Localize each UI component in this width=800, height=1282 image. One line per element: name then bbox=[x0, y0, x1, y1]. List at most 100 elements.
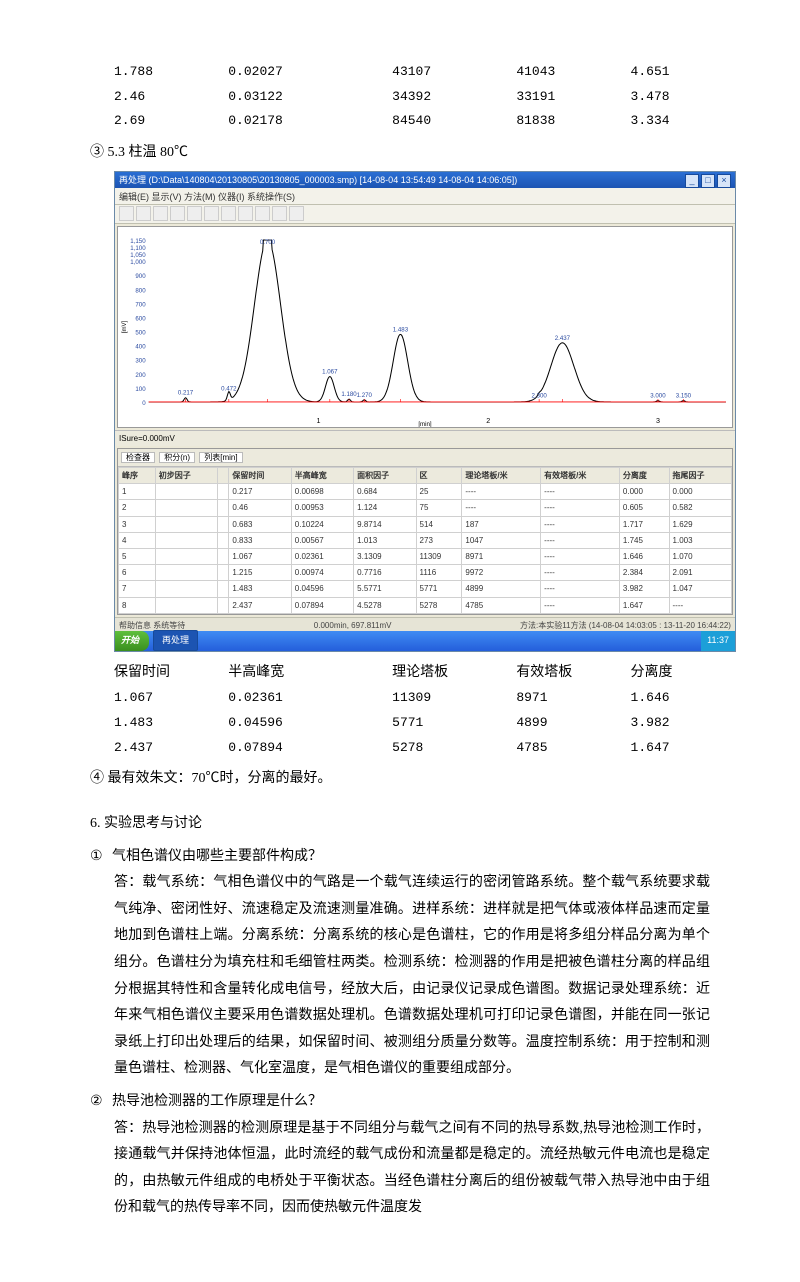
window-buttons[interactable]: _□× bbox=[683, 172, 731, 188]
question-2: ②热导池检测器的工作原理是什么？ bbox=[90, 1089, 710, 1116]
svg-text:200: 200 bbox=[135, 373, 146, 379]
answer-1: 答：载气系统：气相色谱仪中的气路是一个载气连续运行的密闭管路系统。整个载气系统要… bbox=[114, 870, 710, 1083]
taskbar[interactable]: 开始 再处理 11:37 bbox=[115, 631, 735, 651]
status-mid: 0.000min, 697.811mV bbox=[314, 618, 392, 631]
cell: 43107 bbox=[392, 60, 516, 85]
cell: 2.437 bbox=[114, 736, 228, 761]
svg-text:1.270: 1.270 bbox=[357, 393, 373, 399]
tool-icon[interactable] bbox=[272, 206, 287, 221]
cell: 1.647 bbox=[631, 736, 710, 761]
cell: 3.478 bbox=[631, 85, 710, 110]
start-button[interactable]: 开始 bbox=[115, 631, 149, 651]
cell: 1.067 bbox=[114, 686, 228, 711]
svg-text:900: 900 bbox=[135, 274, 146, 280]
tool-icon[interactable] bbox=[289, 206, 304, 221]
q-num: ① bbox=[90, 844, 112, 871]
q-num: ② bbox=[90, 1089, 112, 1116]
cell: 5771 bbox=[392, 711, 516, 736]
svg-text:1,100: 1,100 bbox=[130, 246, 146, 252]
tool-icon[interactable] bbox=[204, 206, 219, 221]
answer-2: 答：热导池检测器的检测原理是基于不同组分与载气之间有不同的热导系数,热导池检测工… bbox=[114, 1116, 710, 1222]
svg-text:2.437: 2.437 bbox=[555, 336, 571, 342]
svg-text:0.472: 0.472 bbox=[221, 386, 237, 392]
cell: 0.03122 bbox=[228, 85, 392, 110]
col-header: 有效塔板 bbox=[516, 660, 630, 687]
cell: 2.46 bbox=[114, 85, 228, 110]
status-left: 帮助信息 系统等待 bbox=[119, 618, 185, 631]
menubar[interactable]: 编辑(E) 显示(V) 方法(M) 仪器(I) 系统操作(S) bbox=[115, 188, 735, 205]
svg-text:700: 700 bbox=[135, 302, 146, 308]
cell: 11309 bbox=[392, 686, 516, 711]
col-header: 理论塔板 bbox=[392, 660, 516, 687]
svg-text:400: 400 bbox=[135, 344, 146, 350]
svg-text:1: 1 bbox=[316, 417, 320, 425]
svg-text:1.483: 1.483 bbox=[393, 327, 409, 333]
section-6-title: 6. 实验思考与讨论 bbox=[90, 811, 710, 838]
svg-text:1,050: 1,050 bbox=[130, 253, 146, 259]
cell: 1.646 bbox=[631, 686, 710, 711]
tool-icon[interactable] bbox=[255, 206, 270, 221]
tool-icon[interactable] bbox=[187, 206, 202, 221]
tool-icon[interactable] bbox=[221, 206, 236, 221]
data-table-2: 保留时间 半高峰宽 理论塔板 有效塔板 分离度 1.0670.023611130… bbox=[114, 660, 710, 761]
grid-tabs[interactable]: 检查器 积分(n) 列表[min] bbox=[118, 449, 732, 467]
col-header: 分离度 bbox=[631, 660, 710, 687]
min-icon[interactable]: _ bbox=[685, 174, 699, 188]
col-header: 半高峰宽 bbox=[228, 660, 392, 687]
tray-clock: 11:37 bbox=[701, 631, 735, 651]
cell: 34392 bbox=[392, 85, 516, 110]
cell: 4.651 bbox=[631, 60, 710, 85]
tool-icon[interactable] bbox=[119, 206, 134, 221]
cell: 84540 bbox=[392, 109, 516, 134]
cell: 3.334 bbox=[631, 109, 710, 134]
svg-text:300: 300 bbox=[135, 358, 146, 364]
svg-text:1,150: 1,150 bbox=[130, 239, 146, 245]
tool-icon[interactable] bbox=[170, 206, 185, 221]
svg-text:[mV]: [mV] bbox=[122, 320, 128, 333]
svg-text:3.000: 3.000 bbox=[650, 393, 666, 399]
svg-text:[min]: [min] bbox=[418, 422, 432, 427]
cell: 3.982 bbox=[631, 711, 710, 736]
question-1: ①气相色谱仪由哪些主要部件构成？ bbox=[90, 844, 710, 871]
cell: 0.02027 bbox=[228, 60, 392, 85]
cell: 4899 bbox=[516, 711, 630, 736]
col-header: 保留时间 bbox=[114, 660, 228, 687]
close-icon[interactable]: × bbox=[717, 174, 731, 188]
window-titlebar[interactable]: 再处理 (D:\Data\140804\20130805\20130805_00… bbox=[115, 172, 735, 188]
q-text: 气相色谱仪由哪些主要部件构成？ bbox=[112, 849, 322, 864]
svg-text:1.180: 1.180 bbox=[341, 392, 357, 398]
cell: 81838 bbox=[516, 109, 630, 134]
svg-text:0.700: 0.700 bbox=[260, 240, 276, 246]
cell: 1.483 bbox=[114, 711, 228, 736]
svg-text:500: 500 bbox=[135, 330, 146, 336]
svg-text:600: 600 bbox=[135, 316, 146, 322]
svg-text:800: 800 bbox=[135, 288, 146, 294]
svg-text:3.150: 3.150 bbox=[676, 393, 692, 399]
toolbar[interactable] bbox=[115, 205, 735, 224]
line-4: ④ 最有效朱文：70℃时，分离的最好。 bbox=[90, 766, 710, 793]
taskbar-item[interactable]: 再处理 bbox=[153, 630, 198, 651]
svg-text:1,000: 1,000 bbox=[130, 260, 146, 266]
tab[interactable]: 积分(n) bbox=[159, 452, 195, 463]
max-icon[interactable]: □ bbox=[701, 174, 715, 188]
data-table-top: 1.7880.0202743107410434.651 2.460.031223… bbox=[114, 60, 710, 134]
tool-icon[interactable] bbox=[136, 206, 151, 221]
statusbar: 帮助信息 系统等待 0.000min, 697.811mV 方法:本实验11方法… bbox=[115, 617, 735, 631]
tab[interactable]: 列表[min] bbox=[199, 452, 242, 463]
tab[interactable]: 检查器 bbox=[121, 452, 155, 463]
svg-text:100: 100 bbox=[135, 387, 146, 393]
window-title: 再处理 (D:\Data\140804\20130805\20130805_00… bbox=[119, 172, 517, 188]
svg-text:0: 0 bbox=[142, 401, 146, 407]
cell: 0.04596 bbox=[228, 711, 392, 736]
cell: 4785 bbox=[516, 736, 630, 761]
cell: 33191 bbox=[516, 85, 630, 110]
tool-icon[interactable] bbox=[238, 206, 253, 221]
chromatogram-chart: 01002003004005006007008009001,0001,0501,… bbox=[117, 226, 733, 428]
tool-icon[interactable] bbox=[153, 206, 168, 221]
results-grid[interactable]: 检查器 积分(n) 列表[min] 峰序初步因子保留时间半高峰宽面积因子区理论塔… bbox=[117, 448, 733, 615]
cell: 0.02361 bbox=[228, 686, 392, 711]
cell: 0.02178 bbox=[228, 109, 392, 134]
q-text: 热导池检测器的工作原理是什么？ bbox=[112, 1094, 322, 1109]
cell: 5278 bbox=[392, 736, 516, 761]
svg-text:2: 2 bbox=[486, 417, 490, 425]
